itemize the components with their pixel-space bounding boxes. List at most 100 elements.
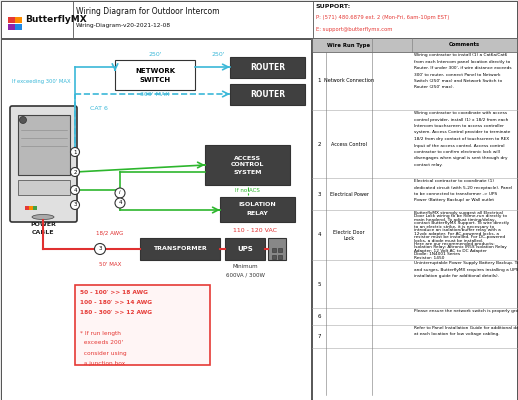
Bar (205, 145, 290, 185)
Text: main headend. To adjust timing/delay,: main headend. To adjust timing/delay, (414, 218, 496, 222)
Text: 250': 250' (148, 52, 162, 58)
Text: TRANSFORMER: TRANSFORMER (153, 246, 207, 252)
Text: Lock: Lock (343, 236, 354, 240)
Text: Isolation Relay: Altronix IR5S Isolation Relay: Isolation Relay: Altronix IR5S Isolation… (414, 246, 507, 250)
Text: 2: 2 (73, 170, 77, 174)
Text: 4: 4 (118, 200, 122, 206)
Text: Intercom touchscreen to access controller: Intercom touchscreen to access controlle… (414, 124, 504, 128)
Text: Power (Battery Backup) or Wall outlet: Power (Battery Backup) or Wall outlet (414, 198, 494, 202)
Text: Door Lock wiring to be home-run directly to: Door Lock wiring to be home-run directly… (414, 214, 507, 218)
Text: contractor to confirm electronic lock will: contractor to confirm electronic lock wi… (414, 150, 500, 154)
Bar (115, 60, 195, 90)
Circle shape (70, 200, 79, 210)
Text: Network Connection: Network Connection (324, 78, 374, 84)
Text: If no ACS: If no ACS (235, 188, 260, 194)
Text: CONTROL: CONTROL (231, 162, 264, 168)
Bar (230, 57, 305, 78)
Text: 1: 1 (73, 150, 77, 154)
Text: Wiring Diagram for Outdoor Intercom: Wiring Diagram for Outdoor Intercom (76, 8, 220, 16)
Text: 6: 6 (317, 314, 321, 319)
Text: contact ButterflyMX Support. To wire directly: contact ButterflyMX Support. To wire dir… (414, 221, 509, 225)
Text: CABLE: CABLE (32, 230, 54, 236)
Text: SWITCH: SWITCH (139, 77, 170, 83)
Text: 5: 5 (317, 282, 321, 286)
Text: Switch (250' max) and Network Switch to: Switch (250' max) and Network Switch to (414, 79, 502, 83)
Text: 100 - 180' >> 14 AWG: 100 - 180' >> 14 AWG (80, 300, 152, 306)
Text: RELAY: RELAY (247, 211, 268, 216)
Bar (15, 16, 22, 23)
Text: Router. If under 300', if wire distance exceeds: Router. If under 300', if wire distance … (414, 66, 512, 70)
Text: ButterflyMX: ButterflyMX (25, 14, 87, 24)
Bar (25, 206, 28, 210)
Bar (312, 38, 517, 52)
Text: disengages when signal is sent through dry: disengages when signal is sent through d… (414, 156, 508, 160)
Text: Adapter: 12 Volt AC to DC Adapter: Adapter: 12 Volt AC to DC Adapter (414, 249, 487, 253)
Text: Router (250' max).: Router (250' max). (414, 86, 454, 90)
Text: Resistor: 1450: Resistor: 1450 (414, 256, 444, 260)
Text: Access Control: Access Control (331, 142, 367, 146)
Text: dedicated circuit (with 5-20 receptacle). Panel: dedicated circuit (with 5-20 receptacle)… (414, 186, 512, 190)
Text: 18/2 AWG: 18/2 AWG (96, 230, 124, 236)
Text: i: i (119, 190, 121, 196)
Bar (1, 39, 311, 400)
Bar (278, 248, 282, 252)
Text: 3: 3 (317, 192, 321, 196)
Text: exceeds 200': exceeds 200' (80, 340, 123, 346)
Text: a junction box: a junction box (80, 360, 125, 366)
Bar (140, 238, 220, 260)
Text: SYSTEM: SYSTEM (233, 170, 262, 174)
Bar (312, 39, 517, 400)
Text: POWER: POWER (30, 222, 56, 228)
Text: installation guide for additional details).: installation guide for additional detail… (414, 274, 499, 278)
Text: ButterflyMX strongly suggest all Electrical: ButterflyMX strongly suggest all Electri… (414, 211, 503, 215)
Text: from each Intercom panel location directly to: from each Intercom panel location direct… (414, 60, 510, 64)
Text: system. Access Control provider to terminate: system. Access Control provider to termi… (414, 130, 510, 134)
Text: 18/2 from dry contact of touchscreen to REX: 18/2 from dry contact of touchscreen to … (414, 137, 509, 141)
Bar (272, 248, 276, 252)
Text: 7: 7 (317, 334, 321, 339)
Bar (225, 238, 265, 260)
Text: Here are our recommended products:: Here are our recommended products: (414, 242, 495, 246)
Circle shape (70, 148, 79, 156)
Bar (8, 16, 15, 23)
Text: introduce an isolation/buffer relay with a: introduce an isolation/buffer relay with… (414, 228, 501, 232)
Text: 50 - 100' >> 18 AWG: 50 - 100' >> 18 AWG (80, 290, 148, 296)
Text: UPS: UPS (237, 246, 253, 252)
Text: ROUTER: ROUTER (250, 63, 285, 72)
Text: Wire Run Type: Wire Run Type (327, 42, 370, 48)
Text: ACCESS: ACCESS (234, 156, 261, 160)
Text: 2: 2 (317, 142, 321, 146)
Bar (18, 115, 70, 175)
Text: Please ensure the network switch is properly grounded.: Please ensure the network switch is prop… (414, 309, 518, 313)
Bar (29, 206, 33, 210)
Bar (278, 255, 282, 259)
Text: to be connected to transformer -> UPS: to be connected to transformer -> UPS (414, 192, 497, 196)
Text: locks, a diode must be installed.: locks, a diode must be installed. (414, 238, 483, 242)
Text: ISOLATION: ISOLATION (239, 202, 277, 207)
Text: Diode: 1N4001 Series: Diode: 1N4001 Series (414, 252, 460, 256)
FancyBboxPatch shape (10, 106, 77, 222)
Ellipse shape (32, 214, 54, 220)
Bar (268, 238, 286, 260)
Text: CAT 6: CAT 6 (90, 106, 108, 110)
Text: 600VA / 300W: 600VA / 300W (225, 272, 265, 278)
Bar (33, 206, 36, 210)
Text: at each location for low voltage cabling.: at each location for low voltage cabling… (414, 332, 500, 336)
Circle shape (94, 244, 106, 254)
Circle shape (70, 186, 79, 194)
Circle shape (70, 168, 79, 176)
Text: Comments: Comments (449, 42, 480, 48)
Text: control provider, install (1) x 18/2 from each: control provider, install (1) x 18/2 fro… (414, 118, 508, 122)
Text: 300' MAX: 300' MAX (140, 92, 170, 98)
Text: 1: 1 (317, 78, 321, 84)
Text: Minimum: Minimum (232, 264, 258, 270)
Text: * If run length: * If run length (80, 330, 121, 336)
Text: Refer to Panel Installation Guide for additional details. Leave 6' service loop: Refer to Panel Installation Guide for ad… (414, 326, 518, 330)
Text: Uninterruptable Power Supply Battery Backup. To prevent voltage drops: Uninterruptable Power Supply Battery Bac… (414, 261, 518, 265)
Text: 250': 250' (211, 52, 225, 58)
Text: contact relay.: contact relay. (414, 163, 442, 167)
Text: Electrical contractor to coordinate (1): Electrical contractor to coordinate (1) (414, 179, 494, 183)
Text: E: support@butterflymx.com: E: support@butterflymx.com (316, 26, 393, 32)
Text: Wiring contractor to install (1) a Cat6a/Cat6: Wiring contractor to install (1) a Cat6a… (414, 53, 507, 57)
Text: 300' to router, connect Panel to Network: 300' to router, connect Panel to Network (414, 72, 500, 76)
